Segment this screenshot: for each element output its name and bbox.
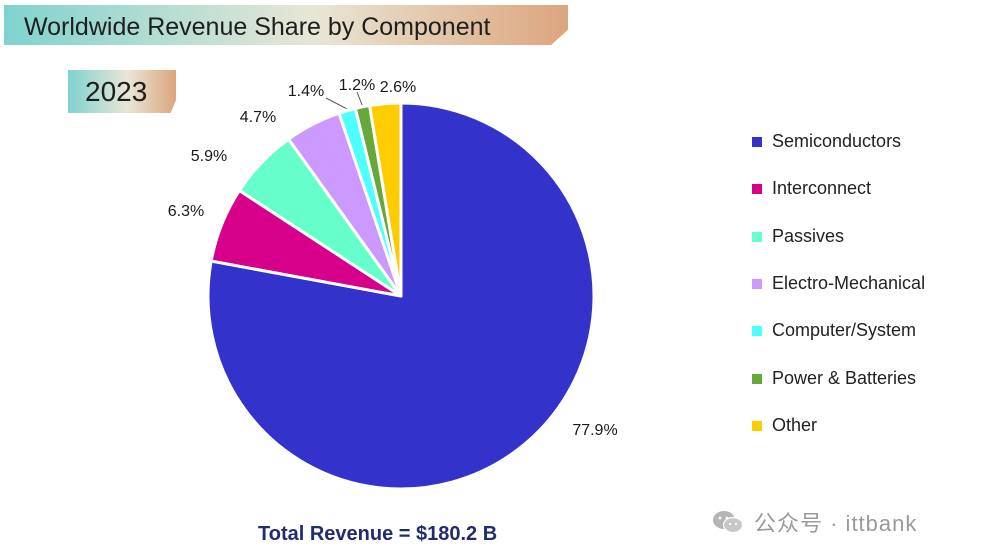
watermark: 公众号 · ittbank [712,507,917,537]
legend-swatch [752,184,762,195]
legend-label: Interconnect [772,178,872,199]
data-label-6: 2.6% [380,79,416,96]
data-label-0: 77.9% [572,422,617,439]
legend-label: Computer/System [772,320,917,341]
data-label-1: 6.3% [168,203,204,220]
data-label-3: 4.7% [240,109,276,126]
leader-line-4 [325,97,347,110]
total-revenue: Total Revenue = $180.2 B [258,523,498,545]
legend-label: Other [772,414,818,435]
data-label-5: 1.2% [339,77,375,94]
legend-label: Semiconductors [772,131,902,151]
leader-line-5 [356,91,363,106]
pie-slice-semiconductors [206,101,596,491]
legend-label: Power & Batteries [772,367,917,388]
legend-swatch [752,373,762,384]
year-badge: 2023 [68,70,176,113]
year-label: 2023 [85,76,148,107]
data-label-2: 5.9% [191,148,227,165]
title-banner: Worldwide Revenue Share by Component [4,5,568,45]
legend-swatch [752,231,762,242]
legend-label: Passives [772,225,845,246]
legend-swatch [752,420,762,431]
watermark-text: 公众号 · ittbank [754,511,918,536]
legend-label: Electro-Mechanical [772,272,926,293]
chart-title: Worldwide Revenue Share by Component [24,13,491,41]
data-label-4: 1.4% [288,83,324,100]
legend-swatch [752,278,762,289]
legend-swatch [752,326,762,337]
pie-slice-other [368,101,403,298]
legend-swatch [752,137,762,147]
wechat-icon [713,511,744,534]
